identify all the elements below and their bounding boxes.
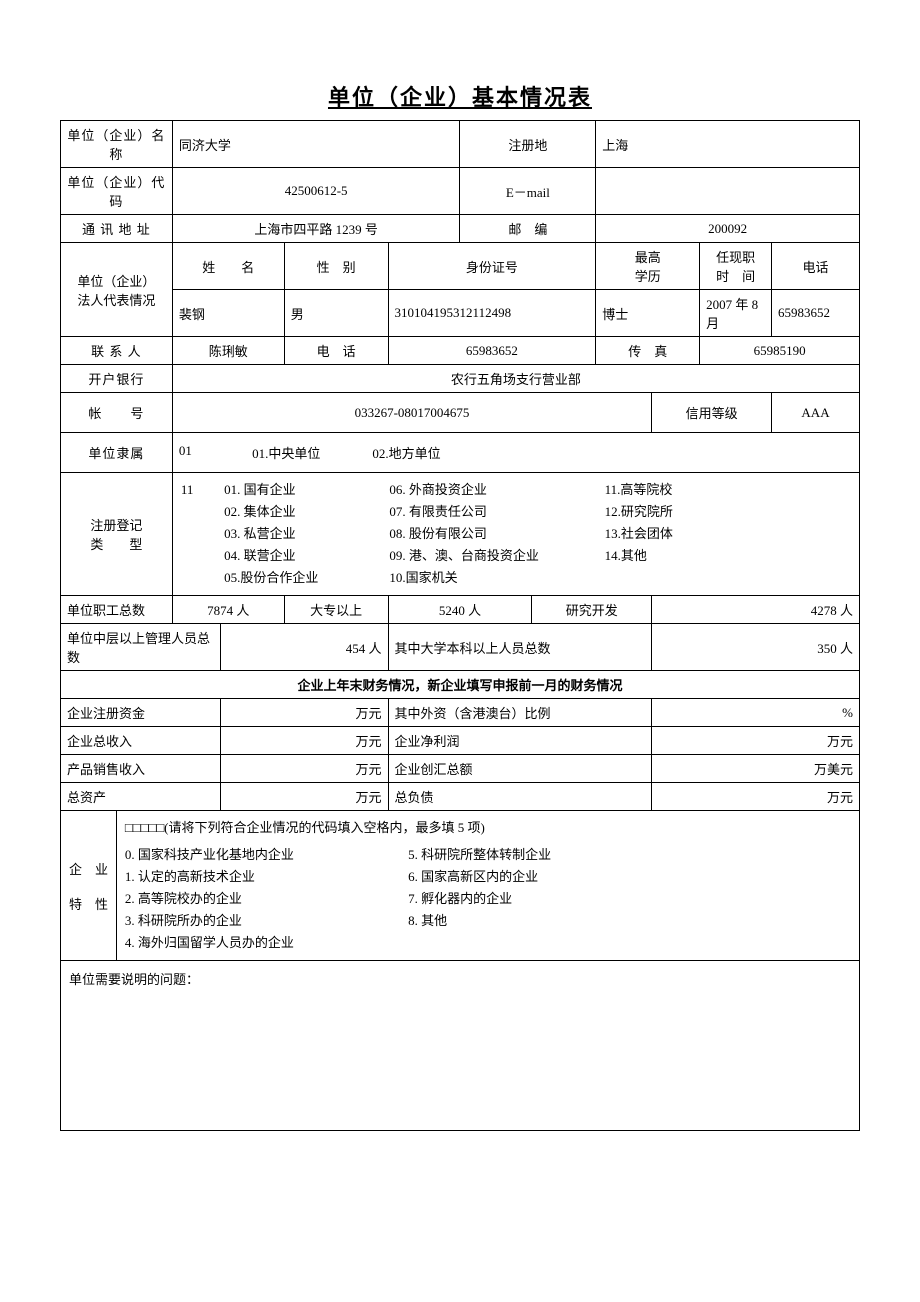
label-postcode: 邮 编 — [460, 215, 596, 243]
label-affil: 单位隶属 — [61, 433, 173, 473]
page-title: 单位（企业）基本情况表 — [60, 80, 860, 112]
unit-wan-2: 万元 — [220, 727, 388, 755]
trait-content: □□□□□(请将下列符合企业情况的代码填入空格内，最多填 5 项) 0. 国家科… — [116, 811, 859, 961]
label-name: 姓 名 — [172, 243, 284, 290]
value-mid-mgr: 454 人 — [220, 624, 388, 671]
value-address: 上海市四平路 1239 号 — [172, 215, 460, 243]
value-rep-gender: 男 — [284, 290, 388, 337]
label-contact-phone: 电 话 — [284, 337, 388, 365]
value-rep-name: 裴钢 — [172, 290, 284, 337]
unit-wan-1: 万元 — [220, 699, 388, 727]
label-total-income: 企业总收入 — [61, 727, 221, 755]
notes-cell: 单位需要说明的问题： — [61, 961, 860, 1131]
value-reg-place: 上海 — [596, 121, 860, 168]
trait-left-col: 0. 国家科技产业化基地内企业 1. 认定的高新技术企业 2. 高等院校办的企业… — [125, 844, 405, 954]
label-edu: 最高 学历 — [596, 243, 700, 290]
label-bank: 开户银行 — [61, 365, 173, 393]
label-credit: 信用等级 — [652, 393, 772, 433]
label-reg-place: 注册地 — [460, 121, 596, 168]
label-total-assets: 总资产 — [61, 783, 221, 811]
value-contact: 陈琍敏 — [172, 337, 284, 365]
label-legal-rep: 单位（企业） 法人代表情况 — [61, 243, 173, 337]
unit-wan-3: 万元 — [652, 727, 860, 755]
value-rep-id: 310104195312112498 — [388, 290, 596, 337]
finance-header: 企业上年末财务情况，新企业填写申报前一月的财务情况 — [61, 671, 860, 699]
value-reg-type: 11 01. 国有企业 02. 集体企业 03. 私营企业 04. 联营企业 0… — [172, 473, 859, 596]
value-affil: 01 01.中央单位 02.地方单位 — [172, 433, 859, 473]
value-org-name: 同济大学 — [172, 121, 460, 168]
label-email: E－mail — [460, 168, 596, 215]
label-org-name: 单位（企业）名称 — [61, 121, 173, 168]
value-email — [596, 168, 860, 215]
label-forex: 企业创汇总额 — [388, 755, 652, 783]
unit-wan-5: 万元 — [220, 783, 388, 811]
label-org-code: 单位（企业）代码 — [61, 168, 173, 215]
trait-hint: □□□□□(请将下列符合企业情况的代码填入空格内，最多填 5 项) — [125, 817, 851, 839]
label-trait: 企 业 特 性 — [61, 811, 117, 961]
label-net-profit: 企业净利润 — [388, 727, 652, 755]
label-address: 通 讯 地 址 — [61, 215, 173, 243]
label-sales-income: 产品销售收入 — [61, 755, 221, 783]
value-above-college: 5240 人 — [388, 596, 532, 624]
reg-opts-col2: 06. 外商投资企业 07. 有限责任公司 08. 股份有限公司 09. 港、澳… — [389, 479, 589, 589]
reg-type-code: 11 — [181, 479, 221, 501]
label-emp-total: 单位职工总数 — [61, 596, 173, 624]
value-postcode: 200092 — [596, 215, 860, 243]
label-fax: 传 真 — [596, 337, 700, 365]
reg-opts-col1: 01. 国有企业 02. 集体企业 03. 私营企业 04. 联营企业 05.股… — [224, 479, 374, 589]
label-above-college: 大专以上 — [284, 596, 388, 624]
value-org-code: 42500612-5 — [172, 168, 460, 215]
value-rep-phone: 65983652 — [772, 290, 860, 337]
value-credit: AAA — [772, 393, 860, 433]
label-id-no: 身份证号 — [388, 243, 596, 290]
info-table: 单位（企业）名称 同济大学 注册地 上海 单位（企业）代码 42500612-5… — [60, 120, 860, 1131]
value-rd: 4278 人 — [652, 596, 860, 624]
label-reg-type: 注册登记 类 型 — [61, 473, 173, 596]
unit-wan-6: 万元 — [652, 783, 860, 811]
label-above-bachelor: 其中大学本科以上人员总数 — [388, 624, 652, 671]
value-rep-job-time: 2007 年 8 月 — [700, 290, 772, 337]
label-foreign-ratio: 其中外资（含港澳台）比例 — [388, 699, 652, 727]
label-total-liab: 总负债 — [388, 783, 652, 811]
label-mid-mgr: 单位中层以上管理人员总数 — [61, 624, 221, 671]
affil-options: 01.中央单位 02.地方单位 — [252, 446, 441, 461]
label-phone: 电话 — [772, 243, 860, 290]
unit-pct: % — [652, 699, 860, 727]
reg-opts-col3: 11.高等院校 12.研究院所 13.社会团体 14.其他 — [605, 479, 725, 567]
trait-right-col: 5. 科研院所整体转制企业 6. 国家高新区内的企业 7. 孵化器内的企业 8.… — [408, 844, 551, 932]
value-account: 033267-08017004675 — [172, 393, 651, 433]
value-contact-phone: 65983652 — [388, 337, 596, 365]
label-gender: 性 别 — [284, 243, 388, 290]
label-rd: 研究开发 — [532, 596, 652, 624]
label-account: 帐 号 — [61, 393, 173, 433]
value-emp-total: 7874 人 — [172, 596, 284, 624]
value-bank: 农行五角场支行营业部 — [172, 365, 859, 393]
value-fax: 65985190 — [700, 337, 860, 365]
label-job-time: 任现职 时 间 — [700, 243, 772, 290]
value-rep-edu: 博士 — [596, 290, 700, 337]
value-above-bachelor: 350 人 — [652, 624, 860, 671]
unit-wan-4: 万元 — [220, 755, 388, 783]
label-contact: 联 系 人 — [61, 337, 173, 365]
label-reg-capital: 企业注册资金 — [61, 699, 221, 727]
affil-code: 01 — [179, 443, 219, 459]
unit-wanusd: 万美元 — [652, 755, 860, 783]
